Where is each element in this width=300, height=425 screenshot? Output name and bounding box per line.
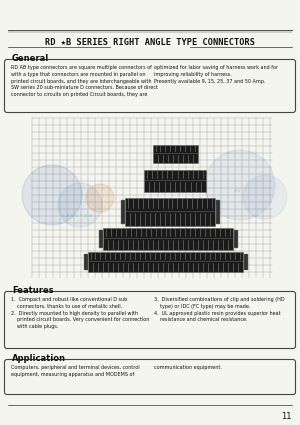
FancyBboxPatch shape [4,360,296,394]
Circle shape [58,183,102,227]
Circle shape [22,165,82,225]
Text: RD ★B SERIES RIGHT ANGLE TYPE CONNECTORS: RD ★B SERIES RIGHT ANGLE TYPE CONNECTORS [45,38,255,47]
Bar [125,198,215,226]
Text: Features: Features [12,286,54,295]
Text: 11: 11 [281,412,292,421]
Circle shape [243,175,287,219]
FancyBboxPatch shape [4,292,296,348]
Bar [99,230,103,248]
Text: э л е к т р а: э л е к т р а [62,212,92,218]
Text: .ru: .ru [233,187,241,193]
Text: Application: Application [12,354,66,363]
Text: RD AB type connectors are square multiple connectors of
with a type that connect: RD AB type connectors are square multipl… [11,65,158,97]
Bar [121,200,125,224]
Bar [244,254,248,270]
Bar [216,200,220,224]
Bar [152,145,197,163]
Text: 1.  Compact and robust like conventional D sub
    connectors, thanks to use of : 1. Compact and robust like conventional … [11,297,149,329]
Text: optimized for labor saving of harness work and for
improving reliability of harn: optimized for labor saving of harness wo… [154,65,278,84]
Circle shape [86,184,114,212]
Text: 3.  Diversified combinations of clip and soldering (HD
    type) or IDC (FC type: 3. Diversified combinations of clip and … [154,297,285,323]
Text: communication equipment.: communication equipment. [154,365,222,370]
FancyBboxPatch shape [4,60,296,113]
Bar [103,228,233,250]
Bar [234,230,238,248]
Bar [88,252,242,272]
Text: Computers, peripheral and terminal devices, control
equipment, measuring apparat: Computers, peripheral and terminal devic… [11,365,140,377]
Text: General: General [12,54,49,63]
Bar [83,254,88,270]
Circle shape [205,150,275,220]
Bar [144,170,206,192]
